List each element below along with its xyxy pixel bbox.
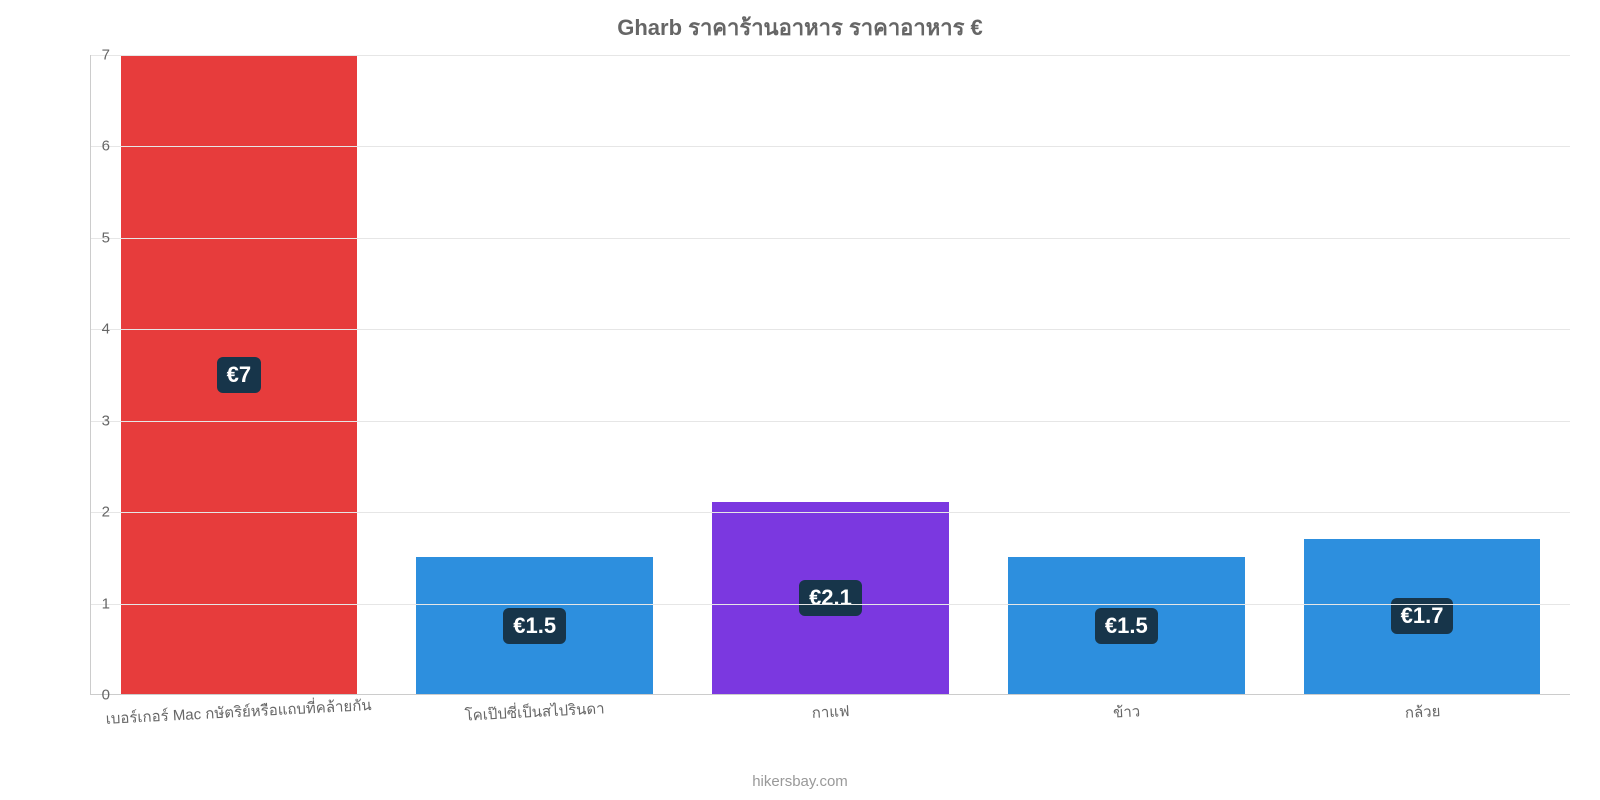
bar: €7	[121, 55, 358, 694]
x-tick-label: เบอร์เกอร์ Mac กษัตริย์หรือแถบที่คล้ายกั…	[90, 692, 387, 731]
y-tick-label: 6	[50, 138, 110, 155]
x-tick-label: โคเป๊ปซี่เป็นสไปรินดา	[386, 692, 683, 731]
y-tick-label: 0	[50, 687, 110, 704]
bar-slot: €7	[91, 55, 387, 694]
grid-line	[91, 55, 1570, 56]
bar-slot: €1.5	[978, 55, 1274, 694]
bar-slot: €2.1	[683, 55, 979, 694]
x-axis-labels: เบอร์เกอร์ Mac กษัตริย์หรือแถบที่คล้ายกั…	[90, 700, 1570, 724]
chart-title: Gharb ราคาร้านอาหาร ราคาอาหาร €	[0, 10, 1600, 45]
x-tick-label: ข้าว	[978, 692, 1275, 731]
y-tick-label: 7	[50, 47, 110, 64]
bar: €1.5	[1008, 557, 1245, 694]
bar-value-label: €1.5	[1095, 608, 1158, 644]
bars-group: €7 €1.5 €2.1 €1.5 €1.7	[91, 55, 1570, 694]
plot-area: €7 €1.5 €2.1 €1.5 €1.7	[90, 55, 1570, 695]
grid-line	[91, 604, 1570, 605]
bar: €1.7	[1304, 539, 1541, 694]
x-tick-label: กล้วย	[1274, 692, 1571, 731]
grid-line	[91, 512, 1570, 513]
y-tick-label: 3	[50, 412, 110, 429]
bar-slot: €1.7	[1274, 55, 1570, 694]
grid-line	[91, 146, 1570, 147]
x-tick-label: กาแฟ	[682, 692, 979, 731]
bar-value-label: €2.1	[799, 580, 862, 616]
y-tick-label: 4	[50, 321, 110, 338]
grid-line	[91, 421, 1570, 422]
y-tick-label: 1	[50, 595, 110, 612]
y-tick-label: 5	[50, 229, 110, 246]
grid-line	[91, 329, 1570, 330]
grid-line	[91, 238, 1570, 239]
credit-text: hikersbay.com	[0, 773, 1600, 790]
bar-value-label: €1.5	[503, 608, 566, 644]
bar: €1.5	[416, 557, 653, 694]
bar-value-label: €7	[217, 357, 261, 393]
chart-container: Gharb ราคาร้านอาหาร ราคาอาหาร € €7 €1.5 €2…	[0, 0, 1600, 800]
bar: €2.1	[712, 502, 949, 694]
y-tick-label: 2	[50, 504, 110, 521]
bar-slot: €1.5	[387, 55, 683, 694]
